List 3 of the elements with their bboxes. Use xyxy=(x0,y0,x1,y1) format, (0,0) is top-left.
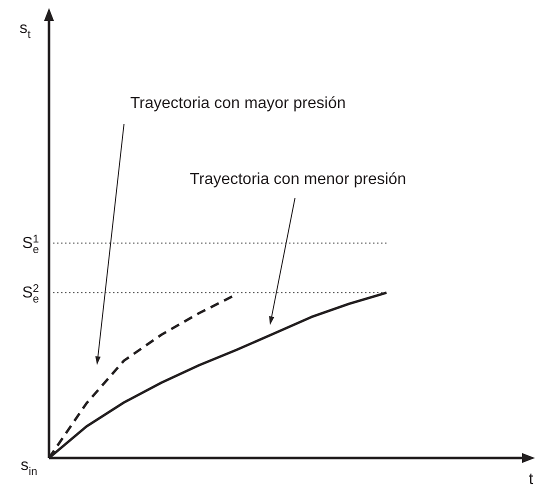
text: Trayectoria con mayor presión xyxy=(130,95,346,112)
text: t xyxy=(528,471,534,488)
text: Trayectoria con menor presión xyxy=(190,171,406,188)
